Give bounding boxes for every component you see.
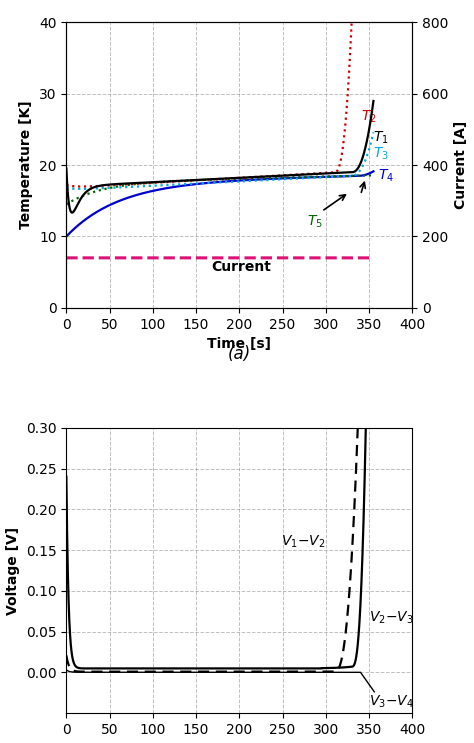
Text: $V_2$$-$$V_3$: $V_2$$-$$V_3$	[369, 610, 414, 626]
Text: $T_2$: $T_2$	[361, 108, 377, 126]
X-axis label: Time [s]: Time [s]	[207, 337, 272, 351]
Text: $V_3$$-$$V_4$: $V_3$$-$$V_4$	[369, 693, 414, 710]
Text: $T_4$: $T_4$	[378, 167, 394, 184]
Text: $T_5$: $T_5$	[307, 214, 323, 230]
Y-axis label: Temperature [K]: Temperature [K]	[19, 101, 34, 230]
Text: $V_1$$-$$V_2$: $V_1$$-$$V_2$	[281, 534, 325, 551]
Text: (a): (a)	[228, 345, 251, 363]
Y-axis label: Voltage [V]: Voltage [V]	[6, 527, 20, 614]
Text: Current: Current	[212, 260, 272, 273]
Text: $T_1$: $T_1$	[373, 129, 388, 146]
Text: $T_3$: $T_3$	[373, 146, 388, 162]
Y-axis label: Current [A]: Current [A]	[454, 121, 468, 210]
